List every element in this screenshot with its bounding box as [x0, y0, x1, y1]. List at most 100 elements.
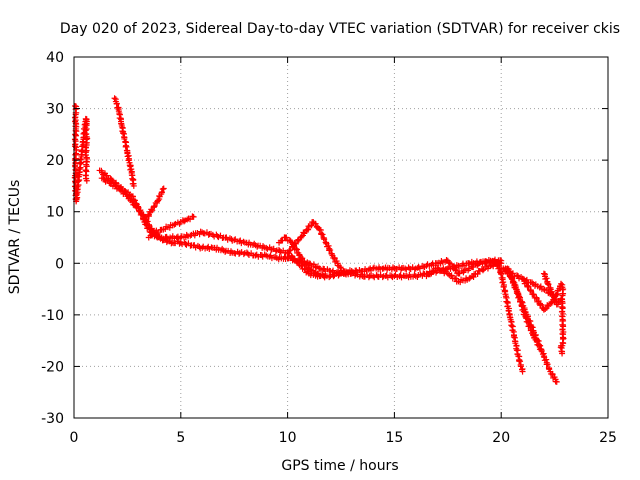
y-tick-label: 30 [46, 102, 64, 118]
data-point-drop-j [544, 361, 551, 368]
data-point-wave-h [426, 271, 433, 278]
data-point-tail-m [530, 291, 537, 298]
data-point-ridge-c [171, 221, 178, 228]
data-point-track-b [411, 266, 418, 273]
x-tick-label: 10 [279, 430, 297, 446]
data-point-drop-i [493, 260, 500, 267]
y-tick-label: 40 [46, 50, 64, 66]
data-point-tail-m [527, 288, 534, 295]
data-point-tail-m [537, 301, 544, 308]
data-point-steep-e [111, 95, 118, 102]
data-point-track-b [129, 198, 136, 205]
y-axis-label: SDTVAR / TECUs [7, 180, 23, 295]
data-point-steep-e [113, 100, 120, 107]
data-point-wave-g [320, 273, 327, 280]
data-point-drop-i [510, 334, 517, 341]
data-point-steep-e [130, 182, 137, 189]
data-point-drop-j [553, 378, 560, 385]
data-point-track-b [177, 234, 184, 241]
data-point-wave-f [321, 236, 328, 243]
data-point-tail-n [540, 270, 547, 277]
data-point-wave-f [342, 270, 349, 277]
data-point-wave-g [279, 237, 286, 244]
x-tick-label: 5 [176, 430, 185, 446]
data-point-wave-f [294, 237, 301, 244]
data-point-tail-n [543, 275, 550, 282]
data-point-drop-k [517, 298, 524, 305]
data-point-track-a [182, 240, 189, 247]
data-layer [71, 95, 567, 385]
data-point-track-b [420, 263, 427, 270]
plot-frame [73, 56, 609, 419]
data-point-wave-g [291, 242, 298, 249]
data-point-wave-g [289, 241, 296, 248]
data-point-tail-m [535, 297, 542, 304]
data-point-drop-k [513, 286, 520, 293]
data-point-early-scatter [78, 148, 85, 155]
data-point-track-a [252, 252, 259, 259]
data-point-track-b [240, 238, 247, 245]
data-point-wave-g [293, 245, 300, 252]
data-point-tail-l [540, 286, 547, 293]
data-point-track-b [298, 262, 305, 269]
data-point-track-b [108, 180, 115, 187]
data-point-track-a [391, 273, 398, 280]
data-point-steep-e [121, 135, 128, 142]
data-point-wave-f [337, 264, 344, 271]
data-point-drop-k [527, 326, 534, 333]
data-point-drop-i [500, 283, 507, 290]
data-point-steep-e [129, 175, 136, 182]
data-point-track-b [326, 274, 333, 281]
data-point-track-b [214, 233, 221, 240]
data-point-drop-i [519, 368, 526, 375]
chart-title: Day 020 of 2023, Sidereal Day-to-day VTE… [60, 21, 620, 37]
data-point-track-a [199, 244, 206, 251]
x-axis-label: GPS time / hours [281, 458, 398, 474]
data-point-drop-i [505, 307, 512, 314]
data-point-tail-m [544, 302, 551, 309]
data-point-ridge-c [149, 232, 156, 239]
data-point-ridge-d [158, 189, 165, 196]
data-point-wave-h [448, 272, 455, 279]
y-tick-label: -10 [41, 308, 64, 324]
data-point-early-scatter [71, 143, 78, 150]
data-point-ridge-c [190, 213, 197, 220]
data-point-early-scatter [83, 177, 90, 184]
data-point-wave-f [287, 247, 294, 254]
data-point-tail-l [537, 283, 544, 290]
y-tick-label: 0 [55, 256, 64, 272]
data-point-end-points [557, 344, 564, 351]
data-point-ridge-d [151, 203, 158, 210]
data-point-ridge-c [181, 218, 188, 225]
data-point-track-b [303, 269, 310, 276]
data-point-tail-m [525, 283, 532, 290]
data-point-track-b [443, 256, 450, 263]
data-point-track-a [379, 274, 386, 281]
data-point-tail-n [545, 281, 552, 288]
data-point-tail-l [513, 272, 520, 279]
data-point-track-b [112, 182, 119, 189]
data-point-track-b [288, 252, 295, 259]
data-point-drop-k [538, 347, 545, 354]
x-tick-label: 25 [599, 430, 617, 446]
x-tick-label: 15 [385, 430, 403, 446]
data-point-track-b [119, 187, 126, 194]
y-tick-label: -20 [41, 359, 64, 375]
x-tick-label: 0 [70, 430, 79, 446]
data-point-early-scatter [83, 168, 90, 175]
y-tick-label: 10 [46, 205, 64, 221]
data-point-drop-i [517, 358, 524, 365]
data-point-wave-h [466, 275, 473, 282]
data-point-tail-m [523, 279, 530, 286]
data-point-wave-g [283, 234, 290, 241]
data-point-steep-e [119, 130, 126, 137]
data-point-track-a [231, 249, 238, 256]
data-point-drop-k [516, 294, 523, 301]
y-tick-label: -30 [41, 411, 64, 427]
data-point-end-points [559, 350, 566, 357]
data-point-ridge-d [155, 197, 162, 204]
data-point-track-a [222, 248, 229, 255]
y-tick-label: 20 [46, 153, 64, 169]
tick-layer: 0 5 10 15 20 25 -30 -20 -10 0 10 20 30 40 [41, 50, 617, 446]
